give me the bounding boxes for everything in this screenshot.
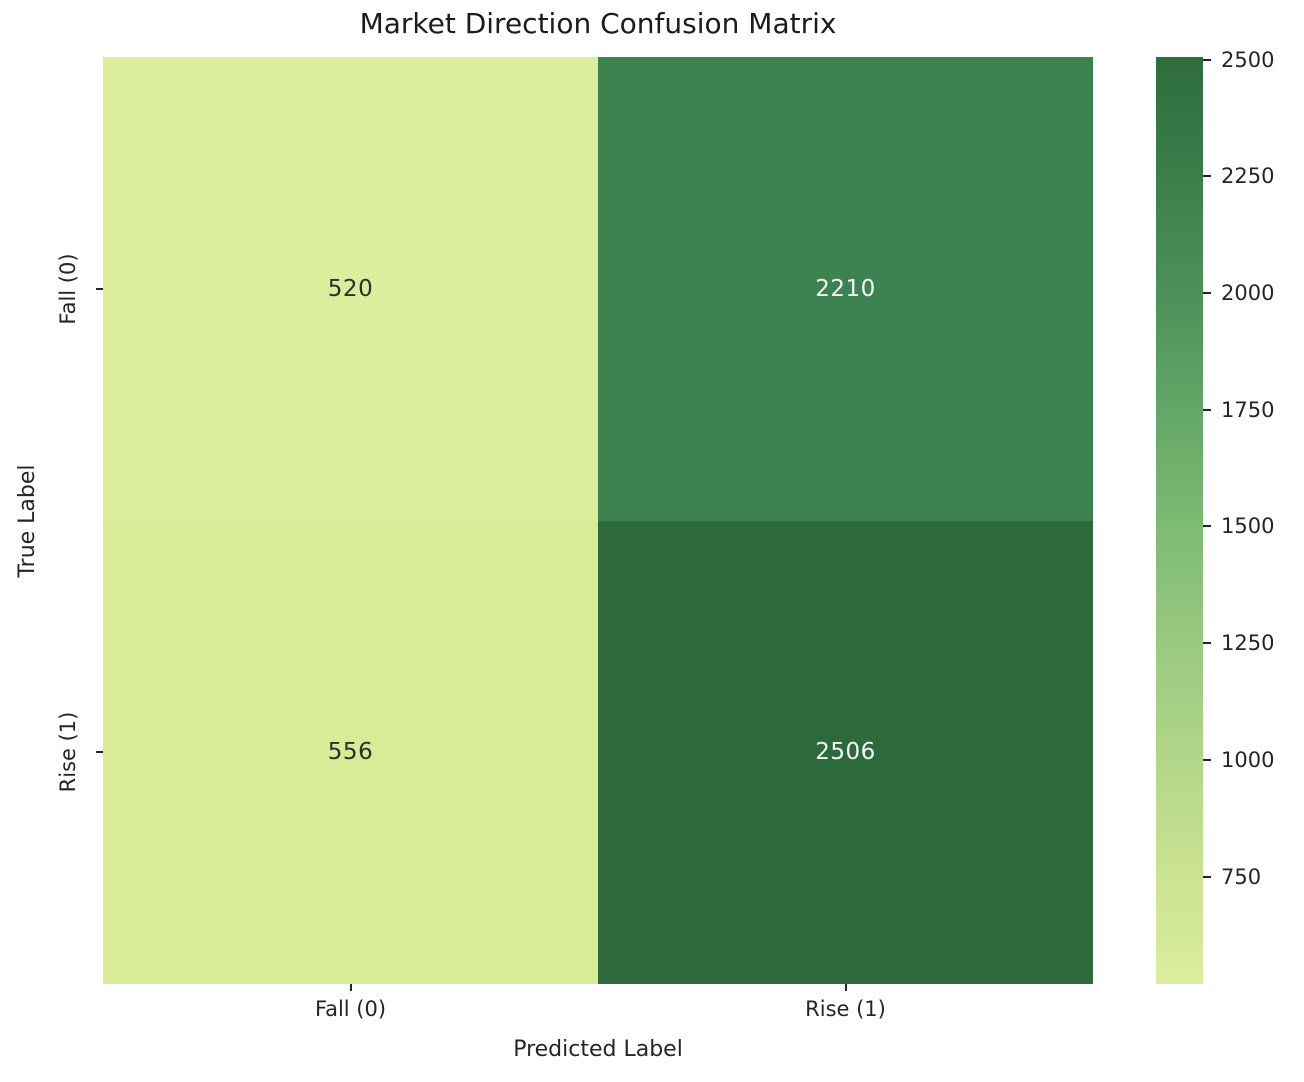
colorbar-tick-mark: [1203, 759, 1211, 761]
colorbar-tick-label: 1500: [1221, 514, 1275, 538]
y-axis-label: True Label: [15, 463, 40, 578]
chart-title: Market Direction Confusion Matrix: [359, 7, 837, 40]
y-axis-tick-label-rise: Rise (1): [56, 711, 80, 793]
cell-value: 2506: [815, 739, 876, 766]
y-axis-tick-label-fall: Fall (0): [56, 253, 80, 325]
colorbar-tick: 750: [1203, 864, 1261, 890]
colorbar-tick-label: 2500: [1221, 48, 1275, 72]
y-axis-tick-mark: [96, 751, 103, 754]
colorbar-tick: 1750: [1203, 397, 1274, 423]
colorbar-tick-label: 750: [1221, 865, 1262, 889]
colorbar-tick-label: 2000: [1221, 281, 1275, 305]
x-axis-tick-label-rise: Rise (1): [805, 997, 886, 1021]
colorbar-tick: 1000: [1203, 747, 1274, 773]
colorbar-tick: 1500: [1203, 513, 1274, 539]
colorbar-tick-label: 2250: [1221, 164, 1275, 188]
colorbar-tick-mark: [1203, 876, 1211, 878]
cell-value: 556: [327, 739, 374, 766]
colorbar-tick-mark: [1203, 409, 1211, 411]
heatmap: 520 2210 556 2506: [103, 57, 1093, 984]
heatmap-cell-true-rise-pred-rise: 2506: [598, 520, 1093, 984]
colorbar-tick-mark: [1203, 642, 1211, 644]
colorbar-tick: 2000: [1203, 280, 1274, 306]
heatmap-cell-true-fall-pred-fall: 520: [103, 57, 598, 521]
colorbar-tick-mark: [1203, 525, 1211, 527]
colorbar-tick-label: 1750: [1221, 398, 1275, 422]
cell-value: 520: [327, 275, 374, 302]
x-axis-tick-mark: [349, 984, 352, 991]
heatmap-cell-true-fall-pred-rise: 2210: [598, 57, 1093, 521]
colorbar-tick-mark: [1203, 175, 1211, 177]
colorbar-tick: 2250: [1203, 163, 1274, 189]
heatmap-cell-true-rise-pred-fall: 556: [103, 520, 598, 984]
colorbar-tick-mark: [1203, 59, 1211, 61]
x-axis-tick-label-fall: Fall (0): [314, 997, 387, 1021]
colorbar-tick-label: 1250: [1221, 631, 1275, 655]
y-axis-tick-mark: [96, 287, 103, 290]
x-axis-tick-mark: [844, 984, 847, 991]
colorbar-tick-label: 1000: [1221, 748, 1275, 772]
x-axis-label: Predicted Label: [513, 1037, 683, 1062]
colorbar-tick-mark: [1203, 292, 1211, 294]
colorbar-tick: 1250: [1203, 630, 1274, 656]
colorbar-gradient: [1156, 57, 1203, 984]
cell-value: 2210: [815, 275, 876, 302]
colorbar-tick: 2500: [1203, 47, 1274, 73]
